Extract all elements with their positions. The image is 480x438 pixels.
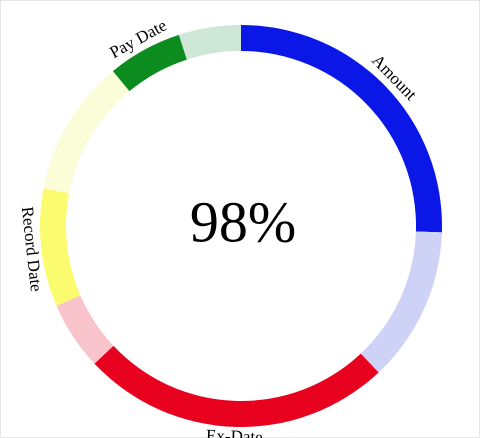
segment-pay-date bbox=[112, 34, 187, 92]
segment-remainder-3 bbox=[56, 295, 114, 364]
segment-record-date bbox=[39, 188, 81, 306]
segment-remainder-1 bbox=[360, 231, 442, 373]
center-percentage: 98% bbox=[190, 189, 296, 254]
label-ex-date: Ex-Date bbox=[206, 426, 263, 438]
segment-remainder-7 bbox=[178, 25, 241, 60]
segment-ex-date bbox=[94, 345, 379, 427]
segment-remainder-5 bbox=[43, 71, 130, 194]
donut-segments bbox=[39, 25, 442, 427]
segment-amount bbox=[241, 25, 442, 233]
